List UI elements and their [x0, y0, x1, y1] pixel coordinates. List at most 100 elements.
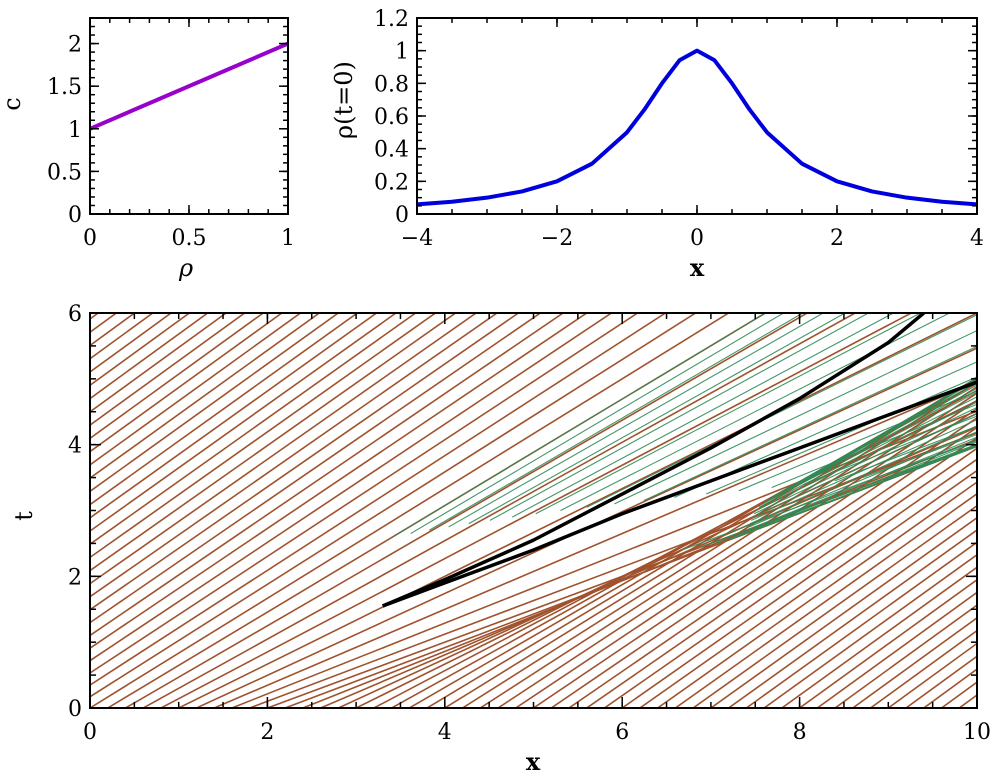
characteristic-line	[693, 505, 976, 707]
rho-initial-plot-area	[416, 48, 978, 207]
characteristic-line	[91, 313, 613, 661]
characteristic-line	[746, 542, 976, 707]
characteristic-line	[374, 390, 976, 707]
c-vs-rho-ticks: 0 0.5 1 0 0.5 1 1.5 2	[47, 17, 295, 251]
characteristic-line	[0, 181, 242, 708]
characteristic-line	[639, 470, 976, 707]
characteristic-line	[781, 566, 976, 707]
x-tick-label: 0	[83, 226, 97, 251]
characteristic-line	[799, 579, 976, 707]
c-vs-rho-series-line	[89, 41, 289, 131]
y-tick-label: 6	[68, 302, 82, 327]
characteristic-line	[551, 417, 976, 707]
characteristic-line	[657, 481, 976, 707]
overlap-characteristic-line	[766, 388, 976, 502]
y-tick-label: 0.6	[374, 105, 409, 130]
overlap-characteristic-line	[834, 426, 976, 482]
rho-initial-panel: −4 −2 0 2 4 0 0.2 0.4 0.6 0.8 1 1.2 x ρ(t=0)	[330, 7, 984, 282]
overlap-characteristic-line	[681, 439, 976, 551]
characteristic-line	[91, 313, 378, 519]
characteristic-line	[91, 313, 246, 426]
overlap-characteristic-line	[803, 415, 976, 485]
overlap-characteristic-line	[643, 346, 976, 502]
overlap-characteristic-line	[762, 392, 976, 505]
x-tick-label: 6	[615, 720, 629, 745]
rho-initial-frame	[416, 17, 978, 215]
overlap-characteristic-line	[560, 313, 951, 511]
characteristic-line	[91, 313, 118, 333]
characteristic-line	[835, 604, 976, 707]
y-tick-label: 1.5	[47, 75, 82, 100]
c-vs-rho-plot-area	[89, 41, 289, 131]
characteristic-line	[214, 381, 976, 707]
overlap-characteristic-line	[614, 330, 976, 505]
characteristic-line	[533, 408, 976, 707]
overlap-characteristic-line	[742, 441, 976, 535]
y-tick-label: 1	[68, 118, 82, 143]
characteristic-line	[91, 313, 698, 698]
overlap-characteristic-line	[812, 377, 976, 479]
overlap-characteristic-line	[674, 361, 976, 498]
characteristic-line	[196, 347, 976, 707]
rho-initial-x-label: x	[690, 253, 705, 282]
envelope-boundary-line	[382, 313, 925, 608]
characteristic-line	[91, 313, 321, 479]
characteristic-line	[91, 313, 589, 649]
characteristic-line	[91, 313, 417, 545]
c-vs-rho-y-label: c	[0, 97, 26, 110]
overlap-characteristic-line	[428, 313, 804, 531]
y-tick-label: 0.8	[374, 72, 409, 97]
x-tick-label: 10	[963, 720, 991, 745]
x-tick-label: −2	[541, 226, 573, 251]
rho-initial-ticks: −4 −2 0 2 4 0 0.2 0.4 0.6 0.8 1 1.2	[374, 7, 984, 251]
characteristics-x-label: x	[526, 747, 541, 776]
overlap-characteristic-line	[771, 404, 976, 488]
overlap-characteristic-line	[752, 413, 976, 518]
characteristic-line	[267, 444, 976, 707]
y-tick-label: 0.2	[374, 170, 409, 195]
y-tick-label: 0.4	[374, 138, 409, 163]
overlap-characteristic-line	[448, 313, 825, 528]
x-tick-label: 2	[260, 720, 274, 745]
overlap-characteristic-line	[410, 313, 785, 535]
characteristic-line	[91, 313, 565, 636]
y-tick-label: 2	[68, 565, 82, 590]
characteristic-line	[0, 181, 169, 708]
x-tick-label: 2	[830, 226, 844, 251]
c-vs-rho-panel: 0 0.5 1 0 0.5 1 1.5 2 ρ c	[0, 17, 295, 282]
y-tick-label: 0.5	[47, 160, 82, 185]
characteristic-line	[91, 313, 478, 584]
characteristic-line	[604, 448, 976, 707]
characteristic-line	[91, 313, 437, 558]
characteristic-line	[91, 313, 100, 320]
x-tick-label: 0.5	[172, 226, 207, 251]
envelope-boundary-line	[382, 380, 976, 608]
characteristic-line	[675, 493, 976, 707]
characteristic-line	[622, 459, 976, 707]
y-tick-label: 0	[68, 697, 82, 722]
c-vs-rho-x-label: ρ	[178, 254, 193, 282]
characteristics-plot-area	[0, 181, 995, 708]
characteristic-line	[710, 517, 976, 707]
characteristic-line	[161, 313, 913, 707]
rho-initial-y-label: ρ(t=0)	[330, 61, 358, 139]
characteristic-line	[91, 313, 542, 623]
characteristic-line	[0, 181, 61, 708]
overlap-characteristic-line	[586, 314, 976, 508]
characteristic-line	[143, 313, 857, 707]
y-tick-label: 2	[68, 33, 82, 58]
characteristic-line	[977, 181, 995, 708]
rho-initial-series-line	[416, 48, 978, 207]
overlap-characteristic-line	[512, 313, 895, 518]
overlap-characteristic-line	[705, 376, 976, 495]
characteristic-line	[91, 313, 731, 707]
characteristic-line	[125, 313, 809, 707]
characteristic-line	[569, 427, 976, 707]
y-tick-label: 1.2	[374, 7, 409, 32]
characteristic-line	[91, 313, 228, 413]
characteristic-line	[0, 181, 133, 708]
overlap-characteristic-line	[728, 446, 976, 541]
characteristic-line	[764, 554, 976, 707]
